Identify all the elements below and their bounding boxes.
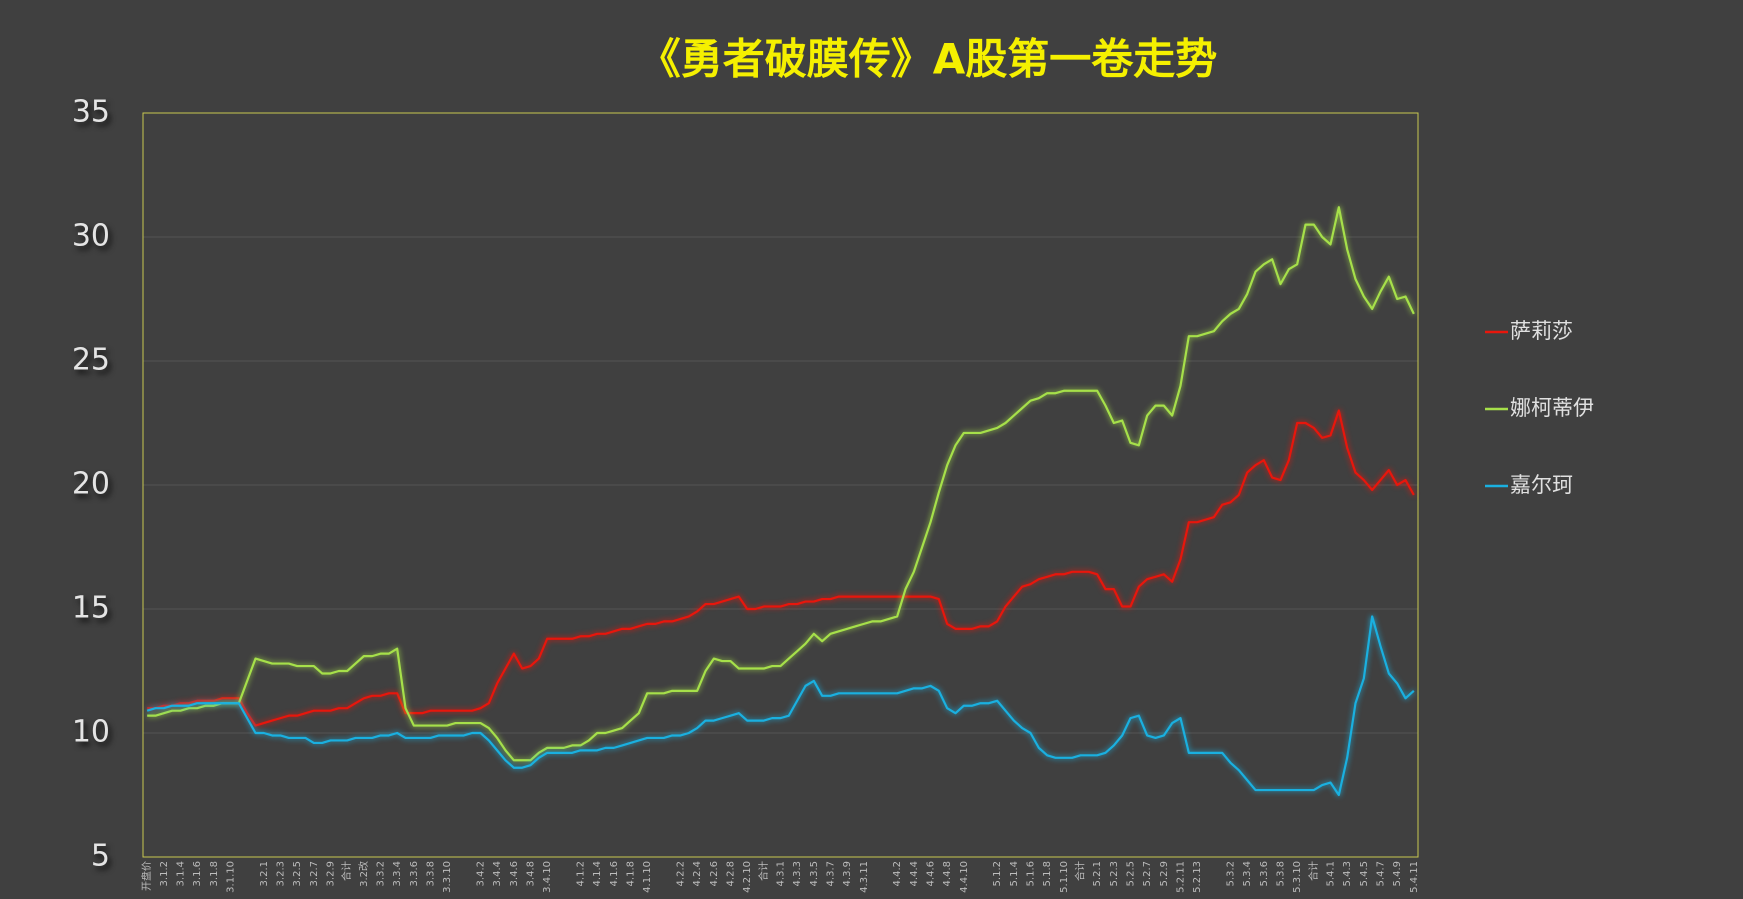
- x-tick-label: 3.1.6: [192, 861, 203, 886]
- x-tick-label: 4.1.10: [642, 861, 653, 893]
- x-tick-label: 4.3.5: [809, 861, 820, 886]
- series-line: [146, 615, 1415, 797]
- x-tick-label: 开盘价: [140, 861, 153, 891]
- legend-label: 娜柯蒂伊: [1510, 396, 1594, 420]
- x-tick-label: 合计: [340, 861, 353, 881]
- x-tick-label: 4.1.2: [576, 861, 587, 886]
- x-tick-label: 5.3.8: [1276, 861, 1287, 886]
- x-tick-label: 5.2.7: [1142, 861, 1153, 886]
- x-tick-label: 3.1.8: [209, 861, 220, 886]
- x-tick-label: 3.3.2: [376, 861, 387, 886]
- legend-label: 萨莉莎: [1510, 319, 1573, 343]
- y-tick-label: 35: [72, 95, 110, 130]
- x-tick-label: 4.4.10: [959, 861, 970, 893]
- x-tick-label: 5.1.4: [1009, 861, 1020, 886]
- x-tick-label: 4.2.6: [709, 861, 720, 886]
- x-tick-label: 4.3.7: [826, 861, 837, 886]
- x-tick-label: 4.1.4: [592, 861, 603, 886]
- x-tick-label: 3.2.1: [259, 861, 270, 886]
- x-tick-label: 5.2.11: [1176, 861, 1187, 893]
- x-tick-label: 4.4.4: [909, 861, 920, 886]
- x-tick-label: 5.2.9: [1159, 861, 1170, 886]
- x-tick-label: 5.3.10: [1292, 861, 1303, 893]
- x-tick-label: 4.4.6: [926, 861, 937, 886]
- x-tick-label: 合计: [1307, 861, 1320, 881]
- series-line: [147, 206, 1415, 762]
- x-tick-label: 5.1.8: [1042, 861, 1053, 886]
- x-tick-label: 5.1.10: [1059, 861, 1070, 893]
- x-tick-label: 4.4.8: [942, 861, 953, 886]
- x-tick-label: 5.1.2: [992, 861, 1003, 886]
- x-tick-label: 5.4.3: [1342, 861, 1353, 886]
- x-tick-label: 4.2.4: [692, 861, 703, 886]
- x-tick-label: 5.2.5: [1126, 861, 1137, 886]
- x-tick-label: 4.1.6: [609, 861, 620, 886]
- y-tick-label: 5: [91, 839, 110, 874]
- x-tick-label: 3.4.6: [509, 861, 520, 886]
- x-tick-label: 3.2.7: [309, 861, 320, 886]
- x-tick-label: 4.2.2: [676, 861, 687, 886]
- x-tick-label: 3.3.8: [426, 861, 437, 886]
- x-tick-label: 5.4.7: [1376, 861, 1387, 886]
- x-tick-label: 合计: [1074, 861, 1087, 881]
- x-tick-label: 5.3.6: [1259, 861, 1270, 886]
- x-tick-label: 3.4.10: [542, 861, 553, 893]
- x-tick-label: 4.3.9: [842, 861, 853, 886]
- y-tick-label: 20: [72, 467, 110, 502]
- x-tick-label: 5.4.1: [1326, 861, 1337, 886]
- series-line: [147, 409, 1415, 727]
- x-tick-label: 5.1.6: [1026, 861, 1037, 886]
- x-tick-label: 4.3.1: [776, 861, 787, 886]
- legend-label: 嘉尔珂: [1510, 473, 1573, 497]
- x-tick-label: 3.1.4: [176, 861, 187, 886]
- plot-border: [142, 112, 1419, 858]
- x-tick-label: 3.1.10: [226, 861, 237, 893]
- x-tick-label: 3.2.3: [276, 861, 287, 886]
- x-tick-label: 5.2.3: [1109, 861, 1120, 886]
- x-tick-label: 3.2.9: [326, 861, 337, 886]
- y-tick-label: 25: [72, 343, 110, 378]
- x-tick-label: 3.2.5: [292, 861, 303, 886]
- x-tick-label: 5.3.2: [1226, 861, 1237, 886]
- x-tick-label: 5.2.1: [1092, 861, 1103, 886]
- y-tick-label: 30: [72, 219, 110, 254]
- x-tick-label: 4.2.8: [726, 861, 737, 886]
- x-tick-label: 4.2.10: [742, 861, 753, 893]
- x-tick-label: 5.4.5: [1359, 861, 1370, 886]
- x-tick-label: 5.4.11: [1409, 861, 1420, 893]
- x-tick-label: 3.4.8: [526, 861, 537, 886]
- x-tick-label: 合计: [757, 861, 770, 881]
- x-tick-label: 4.3.11: [859, 861, 870, 893]
- x-tick-label: 3.3.6: [409, 861, 420, 886]
- x-tick-label: 4.1.8: [626, 861, 637, 886]
- x-tick-label: 5.3.4: [1242, 861, 1253, 886]
- x-tick-label: 5.2.13: [1192, 861, 1203, 893]
- x-tick-label: 4.4.2: [892, 861, 903, 886]
- x-tick-label: 3.1.2: [159, 861, 170, 886]
- y-tick-label: 10: [72, 715, 110, 750]
- x-tick-label: 3.2改: [357, 861, 370, 887]
- x-tick-label: 3.3.10: [442, 861, 453, 893]
- x-tick-label: 4.3.3: [792, 861, 803, 886]
- x-tick-label: 5.4.9: [1392, 861, 1403, 886]
- x-tick-label: 3.4.2: [476, 861, 487, 886]
- y-tick-label: 15: [72, 591, 110, 626]
- chart-title: 《勇者破膜传》A股第一卷走势: [639, 35, 1218, 84]
- x-tick-label: 3.4.4: [492, 861, 503, 886]
- x-tick-label: 3.3.4: [392, 861, 403, 886]
